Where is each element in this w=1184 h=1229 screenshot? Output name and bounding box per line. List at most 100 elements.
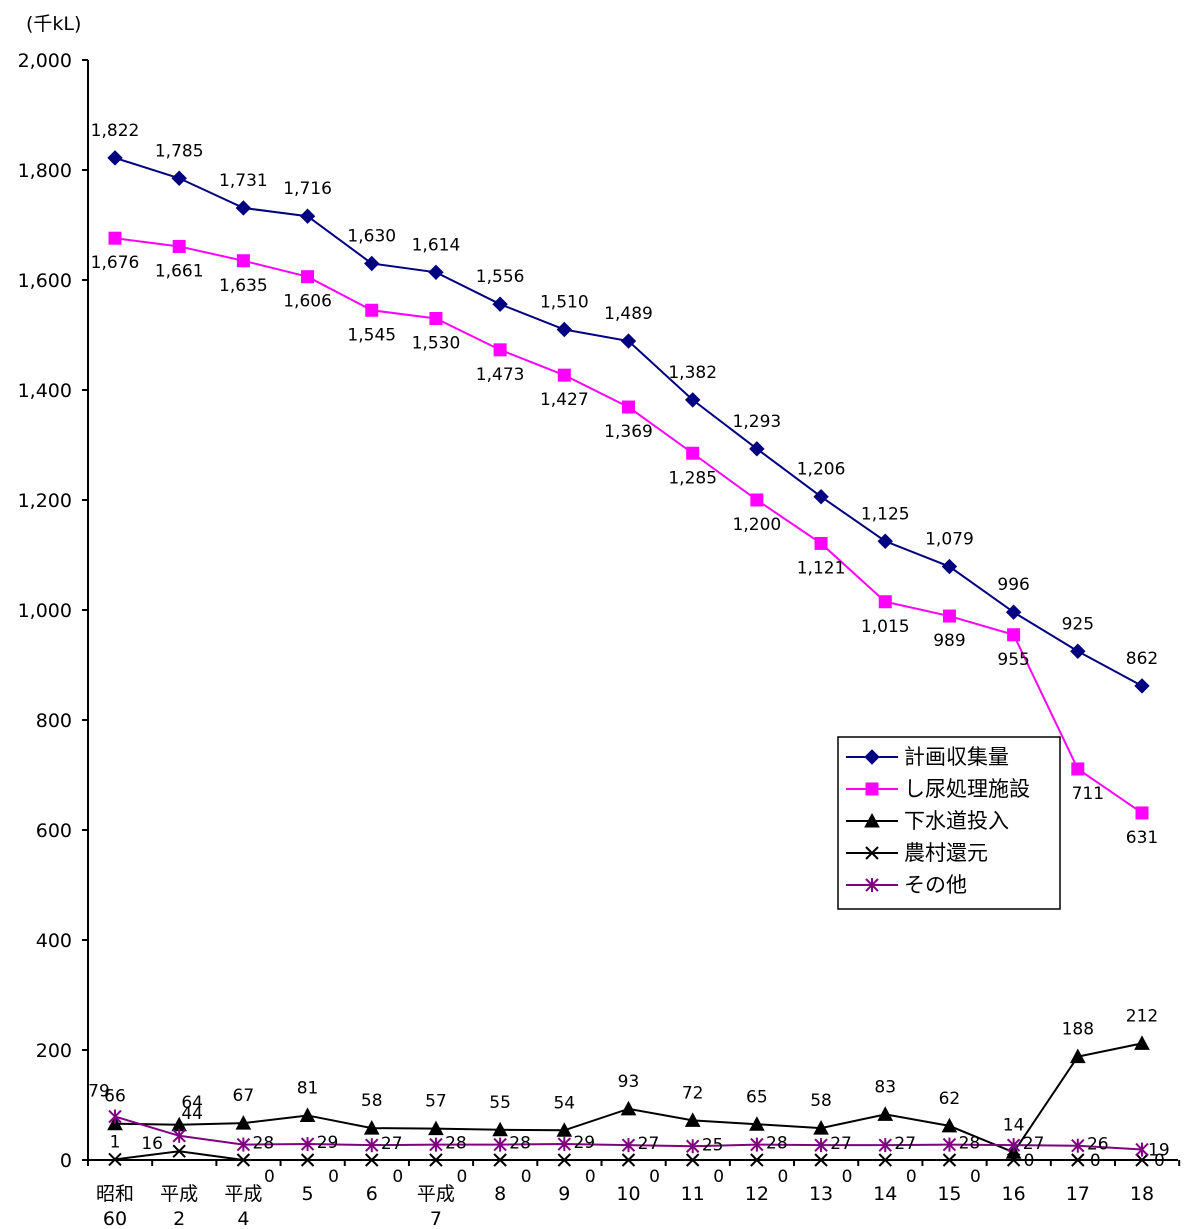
data-point bbox=[429, 312, 443, 325]
x-tick-label: 5 bbox=[302, 1183, 314, 1205]
data-label: 27 bbox=[638, 1134, 660, 1154]
data-point bbox=[750, 1137, 764, 1152]
x-tick-label-line: 6 bbox=[366, 1183, 378, 1205]
x-tick-label-line: 13 bbox=[809, 1183, 833, 1205]
data-label: 631 bbox=[1126, 828, 1158, 848]
data-point bbox=[877, 533, 893, 549]
y-axis: 0 200 400 600 800 1,000 1,200 1,400 1,600 1,800 2,… bbox=[18, 50, 89, 1172]
data-point bbox=[300, 1137, 315, 1152]
data-label: 16 bbox=[141, 1134, 163, 1154]
data-label: 1,200 bbox=[733, 515, 782, 535]
data-label: 62 bbox=[939, 1089, 961, 1109]
data-label: 925 bbox=[1062, 614, 1094, 634]
data-label: 1,676 bbox=[91, 253, 140, 273]
x-tick-label: 13 bbox=[809, 1183, 833, 1205]
data-label: 58 bbox=[810, 1091, 832, 1111]
data-label: 1,369 bbox=[604, 422, 653, 442]
data-label: 58 bbox=[361, 1091, 383, 1111]
legend-label: その他 bbox=[904, 873, 967, 897]
legend-item: その他 bbox=[846, 873, 967, 897]
data-label: 28 bbox=[253, 1134, 275, 1154]
data-label: 28 bbox=[445, 1134, 467, 1154]
data-label: 955 bbox=[997, 650, 1029, 670]
data-point bbox=[942, 609, 956, 623]
x-tick-label: 平成 2 bbox=[160, 1183, 198, 1229]
x-tick-label: 昭和 60 bbox=[96, 1183, 134, 1229]
data-point bbox=[750, 493, 764, 507]
data-label: 1,785 bbox=[155, 141, 204, 161]
data-point bbox=[685, 1139, 700, 1154]
data-point bbox=[941, 1117, 958, 1133]
x-tick-label-line: 4 bbox=[237, 1208, 249, 1229]
data-point bbox=[878, 1153, 892, 1167]
x-tick-label: 8 bbox=[494, 1183, 506, 1205]
marker-stroke bbox=[365, 1153, 379, 1167]
data-point bbox=[1071, 1153, 1085, 1167]
x-tick-label-line: 14 bbox=[873, 1183, 897, 1205]
data-point bbox=[428, 1120, 444, 1136]
data-label: 0 bbox=[970, 1167, 981, 1187]
marker-stroke bbox=[685, 1153, 700, 1167]
data-label: 1,293 bbox=[733, 412, 782, 432]
data-point bbox=[429, 1137, 443, 1152]
data-point bbox=[557, 1153, 572, 1167]
data-label: 26 bbox=[1087, 1135, 1109, 1155]
data-label: 1,661 bbox=[155, 261, 204, 281]
legend-marker bbox=[865, 846, 879, 860]
marker-stroke bbox=[1071, 1153, 1085, 1167]
series-group bbox=[107, 150, 1150, 1167]
x-tick-label-line: 平成 bbox=[417, 1183, 455, 1205]
data-label: 1,510 bbox=[540, 293, 589, 313]
data-point bbox=[750, 1153, 764, 1167]
data-label: 1,635 bbox=[219, 276, 268, 296]
data-point bbox=[235, 200, 252, 216]
y-tick-label: 800 bbox=[36, 710, 72, 732]
data-label: 996 bbox=[997, 575, 1029, 595]
x-tick-label: 平成 7 bbox=[417, 1183, 455, 1229]
data-point bbox=[108, 1152, 122, 1167]
x-tick-label-line: 5 bbox=[302, 1183, 314, 1205]
marker-stroke bbox=[557, 1153, 572, 1167]
data-point bbox=[749, 441, 765, 457]
data-label: 1,121 bbox=[797, 558, 846, 578]
data-label: 1,731 bbox=[219, 171, 268, 191]
data-label: 28 bbox=[509, 1134, 531, 1154]
data-point bbox=[236, 1137, 251, 1152]
data-label: 711 bbox=[1072, 784, 1104, 804]
series-4 bbox=[108, 1109, 1149, 1157]
x-tick-label: 10 bbox=[616, 1183, 640, 1205]
legend-marker bbox=[864, 812, 880, 828]
marker-stroke bbox=[493, 1153, 507, 1167]
data-point bbox=[107, 150, 123, 166]
data-label: 0 bbox=[521, 1167, 532, 1187]
data-label: 44 bbox=[181, 1104, 203, 1124]
data-point bbox=[941, 558, 958, 575]
legend-item: 下水道投入 bbox=[846, 809, 1009, 833]
data-label: 28 bbox=[766, 1134, 788, 1154]
data-point bbox=[1134, 678, 1150, 694]
data-label: 27 bbox=[381, 1134, 403, 1154]
data-label: 55 bbox=[489, 1093, 511, 1113]
x-tick-label: 12 bbox=[745, 1183, 769, 1205]
series-0 bbox=[107, 150, 1150, 694]
data-point bbox=[365, 303, 379, 317]
data-point bbox=[813, 488, 829, 505]
x-tick-label-line: 11 bbox=[681, 1183, 705, 1205]
x-tick-label-line: 2 bbox=[173, 1208, 185, 1229]
data-point bbox=[365, 1138, 379, 1153]
data-label: 57 bbox=[425, 1092, 447, 1112]
x-tick-label: 平成 4 bbox=[224, 1183, 262, 1229]
legend-marker bbox=[865, 782, 879, 796]
data-point bbox=[108, 1109, 122, 1124]
legend-label: 計画収集量 bbox=[904, 745, 1009, 769]
data-point bbox=[749, 1116, 765, 1131]
data-label: 1,630 bbox=[347, 227, 396, 247]
data-point bbox=[1006, 1153, 1021, 1167]
series-1 bbox=[108, 231, 1149, 820]
series-2 bbox=[107, 1035, 1150, 1159]
x-tick-label-line: 17 bbox=[1066, 1183, 1090, 1205]
data-label: 79 bbox=[88, 1082, 110, 1102]
data-point bbox=[299, 208, 316, 224]
x-tick-label-line: 昭和 bbox=[96, 1183, 134, 1205]
marker-stroke bbox=[172, 1144, 186, 1158]
